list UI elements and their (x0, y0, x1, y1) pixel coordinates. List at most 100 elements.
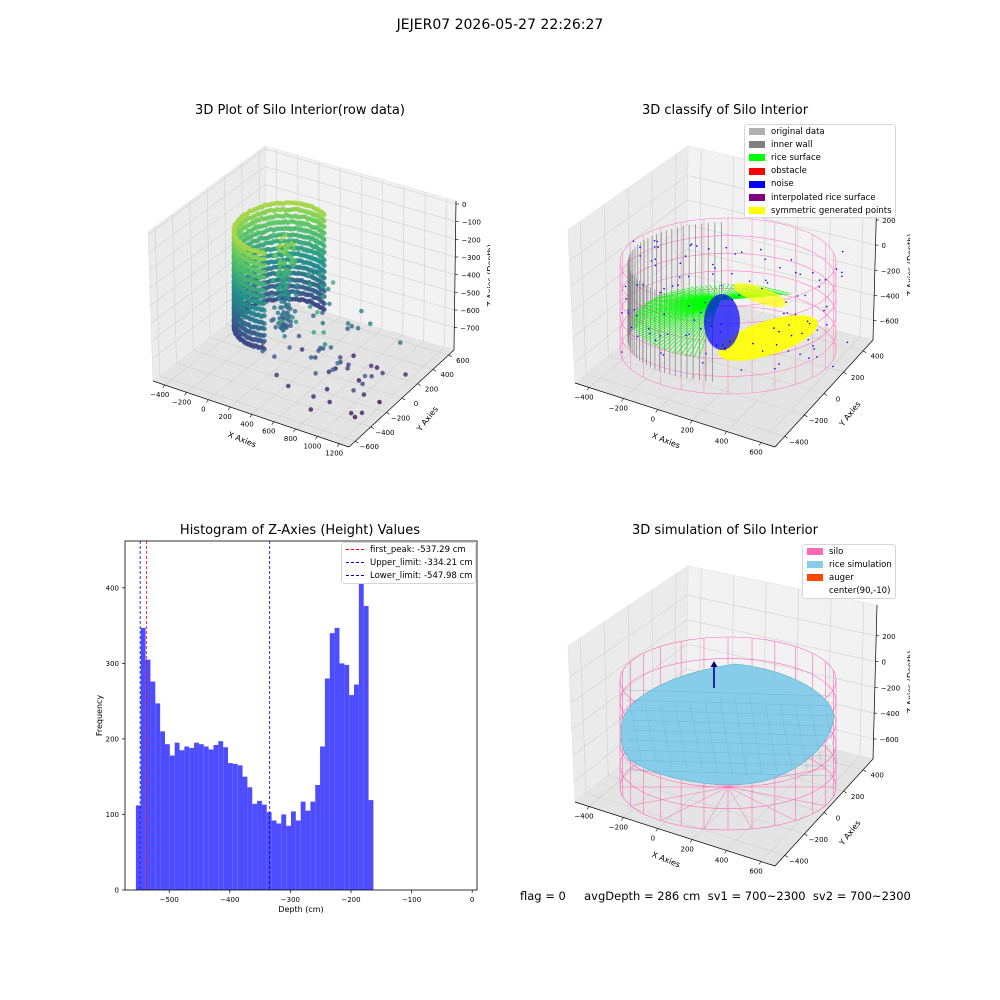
histogram-y-tick-label: 300 (106, 660, 119, 668)
histogram-bar (174, 742, 180, 890)
raw-data-point (324, 386, 330, 392)
histogram-bar (232, 763, 238, 890)
raw-data-point (262, 251, 267, 257)
legend-swatch (807, 574, 823, 582)
noise-point (693, 319, 696, 321)
histogram-bar (281, 814, 287, 890)
legend-swatch (749, 141, 765, 149)
rice-mesh-line (704, 700, 718, 773)
classify-x-tick (586, 387, 590, 391)
classify-x-tick (689, 420, 693, 424)
raw-data-point (361, 392, 367, 397)
raw-data-point (349, 323, 355, 329)
histogram-y-tick-label: 400 (106, 584, 119, 592)
raw-data-point (345, 321, 351, 326)
raw-data-point (315, 310, 320, 315)
raw-data-point (280, 328, 286, 333)
raw-y-grid (172, 214, 371, 428)
sim-y-grid (579, 637, 785, 856)
raw-data-point (320, 320, 326, 326)
noise-point (677, 284, 679, 286)
raw-z-tick-label: −400 (461, 272, 480, 280)
noise-point (765, 279, 767, 282)
raw-data-point (380, 370, 385, 376)
legend-label: rice surface (771, 152, 821, 163)
sim-z-axis (872, 604, 878, 760)
noise-point (708, 248, 710, 250)
legend-entry: auger (803, 571, 895, 584)
sim-x-tick-label: −200 (609, 823, 628, 831)
raw-data-point (308, 355, 314, 360)
legend-label: symmetric generated points (771, 205, 892, 216)
raw-y-grid (224, 175, 418, 384)
noise-point (647, 328, 650, 330)
histogram-bar (252, 803, 258, 890)
noise-point (773, 327, 775, 329)
histogram-bar (237, 765, 243, 890)
raw-data-point (292, 309, 298, 314)
raw-x-grid (230, 167, 341, 408)
raw-y-tick-label: 400 (440, 371, 453, 379)
legend-label: first_peak: -537.29 cm (370, 544, 466, 555)
silo-floor-line (630, 786, 729, 806)
raw-data-point (338, 355, 343, 360)
legend-swatch (749, 194, 765, 202)
raw-data-point (288, 306, 293, 312)
raw-data-point (275, 274, 281, 279)
histogram-x-tick-label: −400 (220, 896, 239, 904)
raw-data-point (377, 399, 382, 405)
raw-z-tick-label: −700 (460, 325, 479, 333)
raw-y-tick (370, 426, 375, 430)
raw-data-point (335, 360, 340, 366)
sim-x-tick-label: −400 (574, 812, 593, 820)
histogram-title: Histogram of Z-Axies (Height) Values (179, 523, 421, 538)
raw-data-point (345, 366, 350, 371)
raw-data-point (351, 388, 356, 393)
rice-mesh-line (625, 699, 833, 707)
raw-data-point (287, 278, 292, 284)
raw-x-grid (317, 192, 426, 437)
raw-x-tick (162, 384, 166, 389)
raw-data-point (311, 394, 316, 399)
legend-entry: obstacle (745, 165, 895, 178)
legend-entry: noise (745, 178, 895, 191)
raw-data-point (273, 253, 279, 259)
classify-x-tick-label: 0 (651, 415, 655, 423)
noise-point (678, 276, 681, 279)
symmetric-points-region (718, 315, 818, 361)
raw-x-tick (336, 443, 340, 447)
noise-point (823, 309, 825, 312)
histogram-bar (329, 633, 335, 890)
raw-data-point (279, 274, 285, 280)
raw-data-point (291, 242, 297, 248)
rice-surface-line (639, 299, 721, 337)
noise-point (687, 275, 690, 278)
raw-z-tick-label: 0 (462, 201, 466, 209)
histogram-bar (135, 805, 141, 890)
sim-x-tick (724, 850, 727, 854)
noise-point (799, 273, 801, 276)
noise-point (795, 271, 797, 274)
raw-x-label: X Axies (227, 430, 258, 449)
noise-point (774, 367, 776, 370)
raw-data-point (313, 371, 318, 376)
raw-x-tick (249, 414, 253, 418)
raw-y-label: Y Axies (414, 405, 440, 434)
raw-data-point (325, 286, 331, 292)
noise-point (796, 295, 799, 297)
raw-data-point (285, 245, 291, 251)
noise-point (807, 338, 810, 341)
noise-point (761, 287, 763, 290)
histogram-bar (247, 787, 253, 890)
noise-point (764, 258, 766, 261)
raw-z-grid (148, 166, 456, 253)
noise-point (826, 324, 828, 326)
raw-data-point (288, 319, 294, 325)
raw-data-point (262, 256, 267, 262)
noise-point (841, 271, 843, 274)
noise-point (752, 342, 754, 345)
noise-point (657, 246, 659, 248)
raw-data-point (320, 284, 325, 289)
raw-data-point (284, 315, 290, 320)
noise-point (760, 248, 762, 251)
